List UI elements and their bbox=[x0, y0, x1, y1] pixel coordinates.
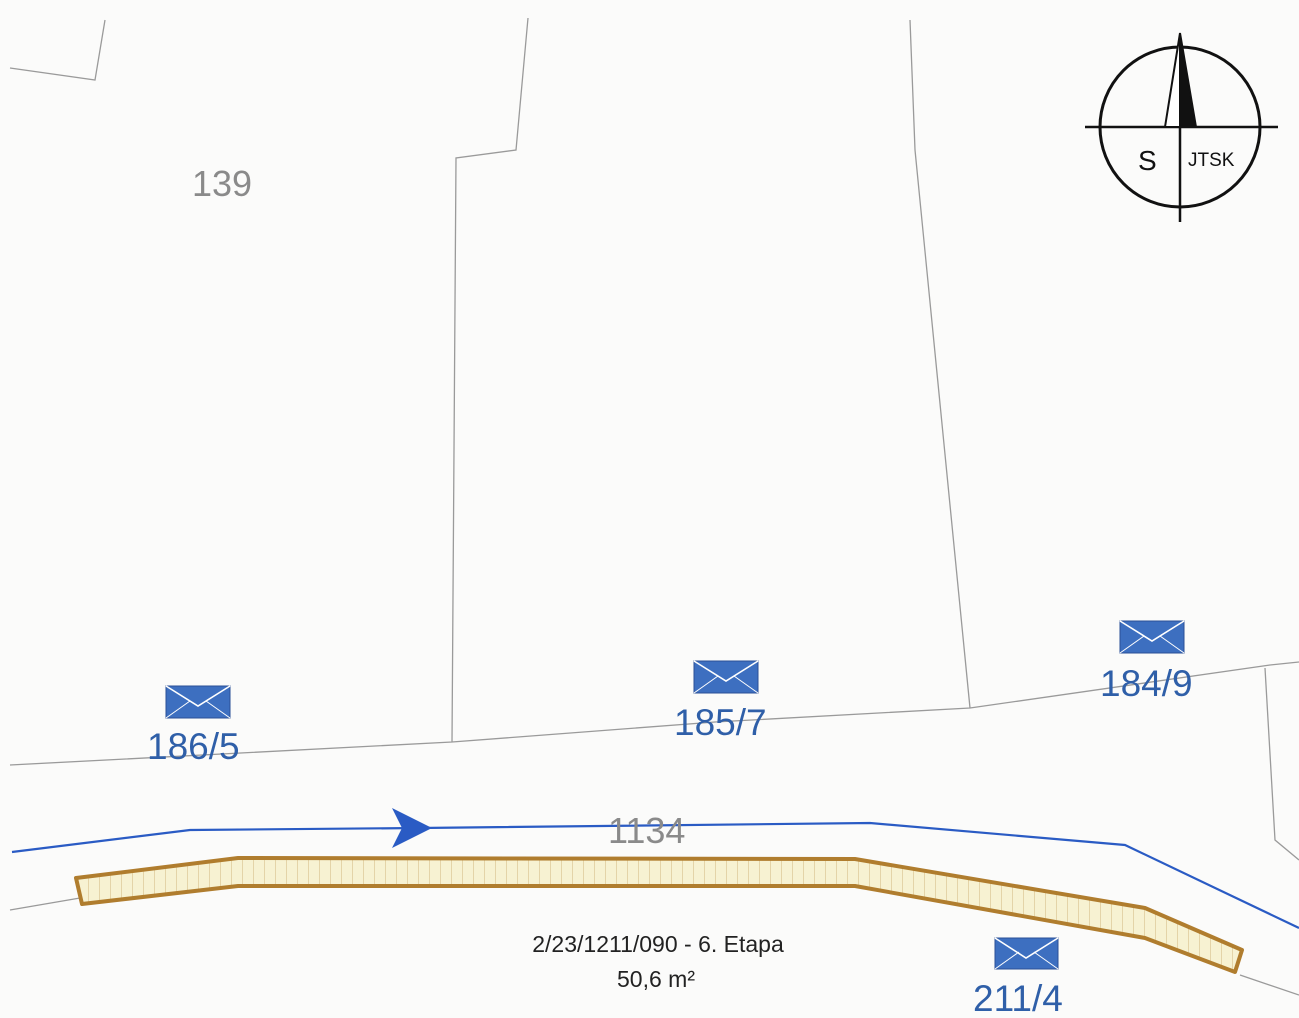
parcel-label-184-9: 184/9 bbox=[1100, 663, 1193, 704]
pipeline-route bbox=[11, 821, 1299, 929]
boundary-line bbox=[9, 661, 1299, 766]
boundary-line bbox=[1239, 974, 1299, 996]
parcel-label-185-7: 185/7 bbox=[674, 702, 767, 743]
parcel-label-186-5: 186/5 bbox=[147, 726, 240, 767]
boundary-line bbox=[1264, 667, 1299, 861]
boundary-line bbox=[451, 17, 529, 743]
boundary-line bbox=[909, 19, 971, 709]
flow-arrow-icon bbox=[392, 808, 432, 848]
parcel-number-139: 139 bbox=[192, 163, 252, 204]
compass-north-letter: S bbox=[1138, 145, 1157, 176]
compass-system: JTSK bbox=[1188, 150, 1235, 171]
easement-strip bbox=[74, 856, 1244, 974]
envelope-icon bbox=[165, 685, 231, 719]
north-arrow-icon bbox=[1085, 32, 1278, 222]
envelope-icon bbox=[994, 937, 1059, 970]
easement-area: 50,6 m² bbox=[617, 966, 695, 992]
boundary-line bbox=[9, 897, 81, 911]
parcel-label-211-4: 211/4 bbox=[973, 978, 1063, 1018]
parcel-number-1134: 1134 bbox=[608, 810, 685, 851]
easement-code: 2/23/1211/090 - 6. Etapa bbox=[532, 931, 784, 957]
parcel-boundaries bbox=[9, 17, 1299, 996]
envelope-icon bbox=[1119, 620, 1185, 654]
envelope-icon bbox=[693, 660, 759, 694]
boundary-line bbox=[9, 19, 106, 81]
